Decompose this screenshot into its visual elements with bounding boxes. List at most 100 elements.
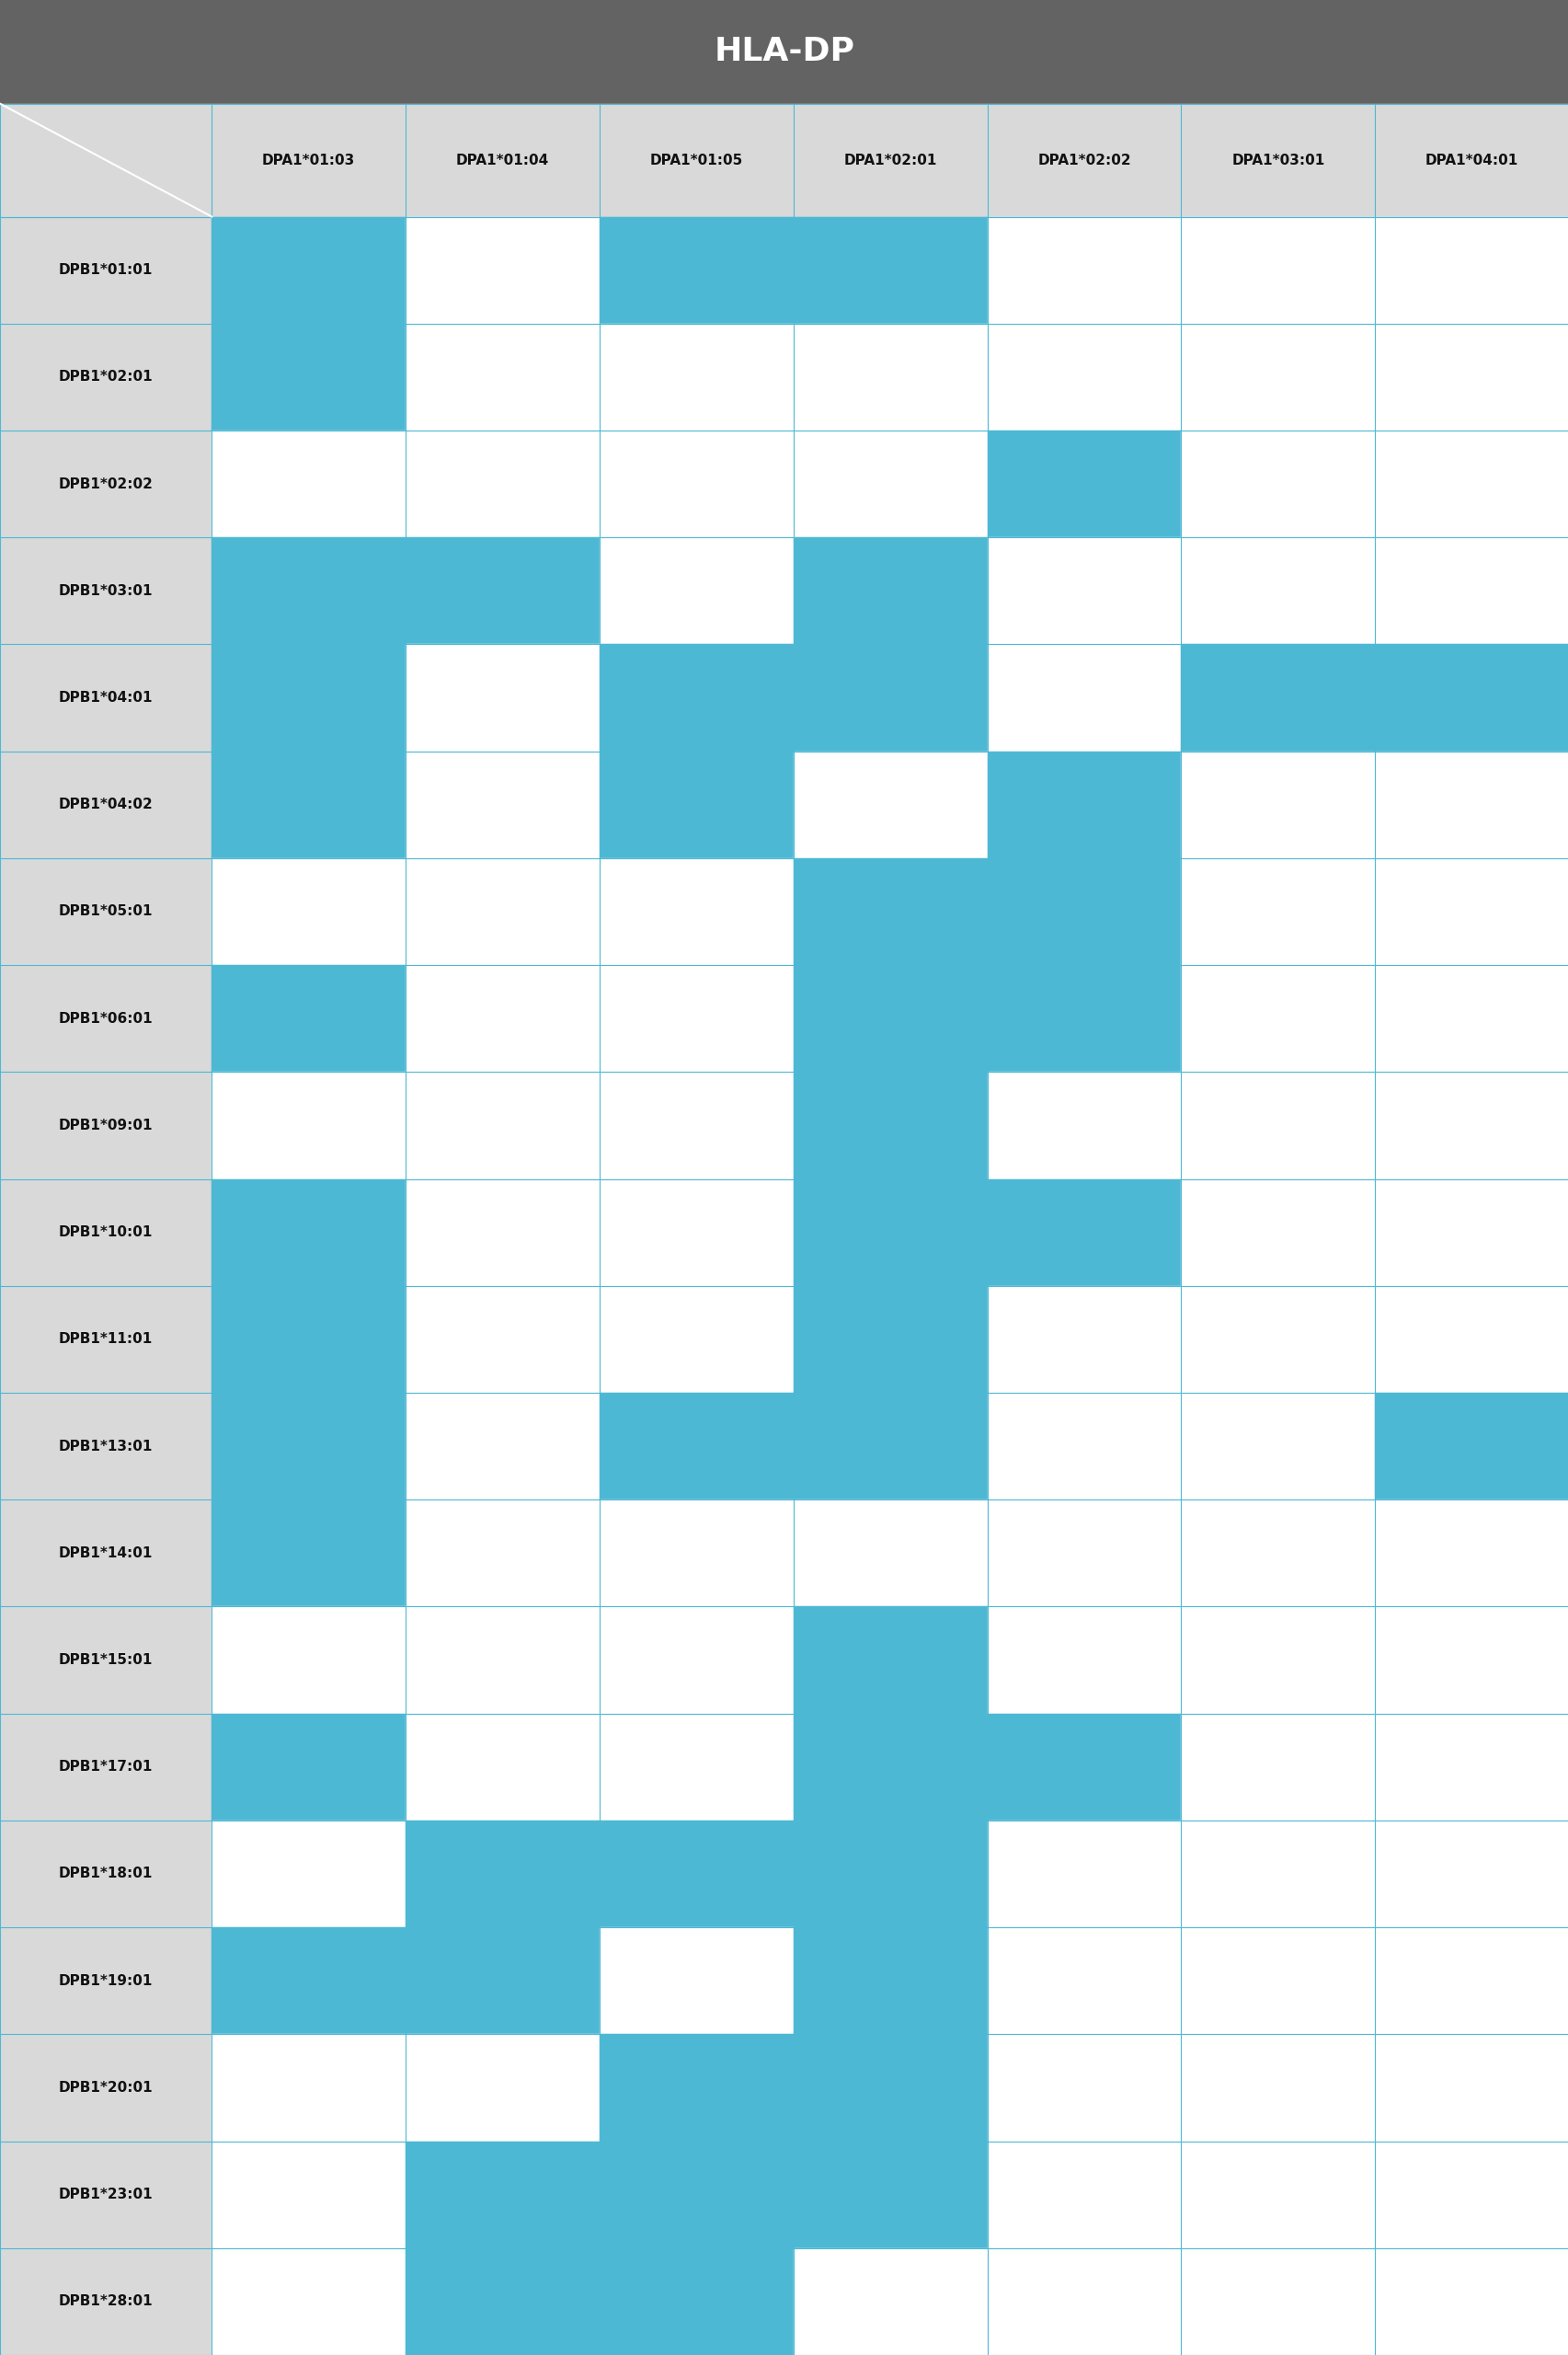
Bar bbox=[212, 323, 406, 431]
Bar bbox=[1181, 1926, 1374, 2035]
Bar bbox=[986, 1500, 1181, 1606]
Bar bbox=[1181, 966, 1374, 1072]
Bar bbox=[1181, 645, 1374, 751]
Bar bbox=[406, 1714, 599, 1820]
Bar bbox=[1374, 1820, 1568, 1926]
Bar bbox=[406, 751, 599, 857]
Bar bbox=[1181, 1392, 1374, 1500]
Bar bbox=[986, 2035, 1181, 2141]
Bar bbox=[1181, 1500, 1374, 1606]
Bar bbox=[1181, 431, 1374, 537]
Bar bbox=[406, 1392, 599, 1500]
Bar bbox=[0, 1392, 212, 1500]
Bar bbox=[406, 857, 599, 966]
Text: DPB1*13:01: DPB1*13:01 bbox=[58, 1439, 154, 1453]
Bar bbox=[212, 1500, 406, 1606]
Bar bbox=[212, 751, 406, 857]
Text: DPA1*02:01: DPA1*02:01 bbox=[844, 153, 936, 167]
Bar bbox=[406, 966, 599, 1072]
Text: DPB1*14:01: DPB1*14:01 bbox=[58, 1547, 154, 1559]
Bar bbox=[1181, 217, 1374, 323]
Bar bbox=[0, 431, 212, 537]
Bar bbox=[406, 2035, 599, 2141]
Text: DPA1*04:01: DPA1*04:01 bbox=[1425, 153, 1518, 167]
Bar bbox=[406, 1072, 599, 1180]
Bar bbox=[599, 1180, 793, 1286]
Bar bbox=[793, 2035, 986, 2141]
Bar bbox=[599, 1820, 793, 1926]
Bar bbox=[1181, 2141, 1374, 2249]
Bar bbox=[212, 1180, 406, 1286]
Text: DPB1*02:02: DPB1*02:02 bbox=[58, 478, 154, 490]
Text: HLA-DP: HLA-DP bbox=[713, 35, 855, 68]
Bar bbox=[1374, 1714, 1568, 1820]
Bar bbox=[599, 217, 793, 323]
Text: DPA1*03:01: DPA1*03:01 bbox=[1231, 153, 1323, 167]
Bar bbox=[986, 2249, 1181, 2355]
Text: DPB1*15:01: DPB1*15:01 bbox=[58, 1653, 154, 1667]
Text: DPB1*19:01: DPB1*19:01 bbox=[58, 1973, 154, 1988]
Bar bbox=[0, 2035, 212, 2141]
Bar bbox=[1374, 2249, 1568, 2355]
Bar bbox=[1374, 431, 1568, 537]
Bar bbox=[1181, 1714, 1374, 1820]
Text: DPB1*11:01: DPB1*11:01 bbox=[60, 1333, 152, 1347]
Bar bbox=[1374, 751, 1568, 857]
Bar bbox=[986, 966, 1181, 1072]
Bar bbox=[599, 966, 793, 1072]
Bar bbox=[793, 1286, 986, 1392]
Bar bbox=[1374, 1180, 1568, 1286]
Bar bbox=[793, 966, 986, 1072]
Bar bbox=[0, 857, 212, 966]
Bar bbox=[793, 1714, 986, 1820]
Bar bbox=[0, 1926, 212, 2035]
Text: DPB1*10:01: DPB1*10:01 bbox=[58, 1225, 154, 1239]
Bar bbox=[0, 1714, 212, 1820]
Bar bbox=[1181, 857, 1374, 966]
Bar bbox=[1181, 1286, 1374, 1392]
Text: DPB1*06:01: DPB1*06:01 bbox=[58, 1013, 154, 1024]
Bar bbox=[599, 323, 793, 431]
Bar bbox=[212, 857, 406, 966]
Bar bbox=[212, 431, 406, 537]
Bar bbox=[0, 1820, 212, 1926]
Text: DPA1*01:03: DPA1*01:03 bbox=[262, 153, 354, 167]
Bar bbox=[1181, 751, 1374, 857]
Bar bbox=[986, 857, 1181, 966]
Bar bbox=[1374, 645, 1568, 751]
Bar bbox=[0, 751, 212, 857]
Bar bbox=[1374, 1286, 1568, 1392]
Text: DPB1*18:01: DPB1*18:01 bbox=[58, 1868, 154, 1882]
Bar bbox=[1181, 1180, 1374, 1286]
Bar bbox=[986, 1392, 1181, 1500]
Bar bbox=[1374, 537, 1568, 645]
Bar bbox=[0, 0, 1568, 104]
Bar bbox=[986, 323, 1181, 431]
Bar bbox=[212, 645, 406, 751]
Bar bbox=[793, 1500, 986, 1606]
Bar bbox=[0, 2249, 212, 2355]
Bar bbox=[212, 2141, 406, 2249]
Bar bbox=[406, 645, 599, 751]
Bar bbox=[1374, 1606, 1568, 1714]
Bar bbox=[599, 1286, 793, 1392]
Bar bbox=[0, 323, 212, 431]
Text: DPA1*02:02: DPA1*02:02 bbox=[1036, 153, 1131, 167]
Bar bbox=[212, 1606, 406, 1714]
Bar bbox=[212, 1072, 406, 1180]
Bar bbox=[793, 751, 986, 857]
Bar bbox=[599, 2249, 793, 2355]
Text: DPB1*04:02: DPB1*04:02 bbox=[58, 798, 154, 812]
Bar bbox=[1374, 1072, 1568, 1180]
Text: DPA1*01:05: DPA1*01:05 bbox=[649, 153, 743, 167]
Bar bbox=[793, 431, 986, 537]
Text: DPB1*03:01: DPB1*03:01 bbox=[58, 584, 154, 598]
Bar bbox=[0, 1606, 212, 1714]
Bar bbox=[0, 2141, 212, 2249]
Bar bbox=[406, 1926, 599, 2035]
Text: DPB1*05:01: DPB1*05:01 bbox=[58, 904, 154, 918]
Bar bbox=[0, 966, 212, 1072]
Bar bbox=[1181, 537, 1374, 645]
Bar bbox=[1374, 323, 1568, 431]
Bar bbox=[599, 1926, 793, 2035]
